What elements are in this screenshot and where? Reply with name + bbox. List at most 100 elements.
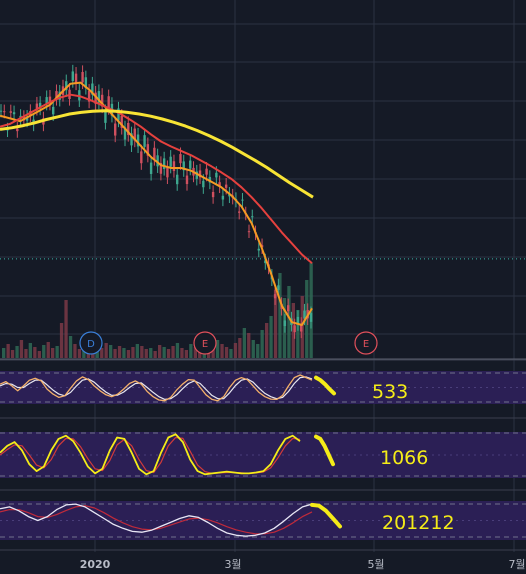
- volume-bar: [113, 349, 117, 358]
- event-marker-circle: [79, 331, 103, 355]
- candle-body: [81, 71, 84, 83]
- oscillator-main-line: [0, 433, 301, 476]
- candle-body: [94, 92, 97, 104]
- candle-body: [35, 103, 39, 109]
- volume-bar: [273, 290, 278, 358]
- volume-bar: [10, 350, 15, 358]
- volume-bar: [193, 347, 197, 358]
- candle-body: [120, 115, 123, 128]
- volume-bar: [269, 316, 273, 358]
- candle-body: [247, 231, 251, 233]
- candle-body: [172, 161, 176, 172]
- candle-body: [133, 128, 136, 141]
- candle-body: [87, 90, 91, 102]
- volume-bar: [42, 345, 46, 358]
- volume-bar: [162, 347, 166, 358]
- candle-body: [283, 320, 287, 327]
- volume-bar: [144, 349, 148, 358]
- candle-body: [238, 211, 241, 213]
- event-marker: E: [354, 331, 378, 355]
- candle-body: [45, 97, 48, 104]
- volume-bar: [278, 273, 282, 358]
- candle-body: [208, 176, 212, 183]
- candle-body: [241, 199, 244, 201]
- moving-average-line-2: [0, 93, 313, 265]
- candle-body: [179, 154, 182, 164]
- volume-bar: [189, 344, 193, 358]
- volume-bar: [122, 348, 126, 358]
- candle-body: [9, 111, 12, 113]
- volume-bar: [153, 351, 157, 358]
- volume-bar: [184, 350, 188, 358]
- volume-bar: [180, 348, 184, 358]
- volume-bar: [251, 340, 255, 358]
- volume-bar: [224, 347, 229, 358]
- volume-bar: [24, 349, 28, 358]
- volume-bar: [233, 343, 238, 358]
- volume-bar: [55, 346, 59, 358]
- candle-body: [309, 313, 313, 322]
- oscillator-panel-2: 1066: [0, 417, 526, 478]
- moving-average-line-3: [0, 109, 314, 199]
- volume-bar: [215, 340, 220, 358]
- candle-body: [303, 310, 306, 319]
- candle-body: [38, 102, 42, 109]
- candle-body: [185, 175, 189, 185]
- candle-body: [48, 96, 52, 104]
- candle-body: [215, 172, 218, 178]
- volume-bar: [59, 323, 64, 358]
- candle-body: [74, 73, 78, 84]
- volume-bar: [238, 338, 242, 358]
- candle-body: [84, 77, 88, 88]
- volume-bar: [19, 340, 24, 358]
- event-marker-letter: E: [202, 339, 208, 350]
- candle-body: [211, 192, 215, 198]
- volume-bar: [33, 347, 37, 358]
- volume-bar: [242, 328, 246, 358]
- volume-bar: [175, 343, 180, 358]
- event-marker-letter: E: [363, 339, 369, 350]
- candle-body: [136, 134, 140, 147]
- volume-bar: [171, 346, 175, 358]
- candle-body: [277, 285, 280, 290]
- candle-body: [127, 122, 130, 136]
- volume-bar: [64, 300, 68, 358]
- event-marker: D: [79, 331, 103, 355]
- candle-body: [65, 81, 68, 91]
- candle-body: [159, 162, 163, 174]
- oscillator-panel-3: 201212: [0, 489, 526, 540]
- candle-body: [25, 116, 29, 121]
- volume-bar: [117, 346, 122, 358]
- oscillator-main-line: [0, 503, 313, 537]
- volume-bar: [77, 349, 82, 358]
- candle-body: [221, 195, 225, 200]
- candle-body: [218, 182, 221, 187]
- candle-body: [117, 108, 120, 121]
- event-marker: E: [193, 331, 217, 355]
- oscillator-signal-line: [0, 376, 313, 400]
- candle-body: [166, 167, 169, 178]
- candle-body: [0, 110, 3, 112]
- x-tick-label: 3월: [224, 558, 241, 571]
- oscillator-main-line: [0, 374, 313, 402]
- oscillator-period-label: 201212: [382, 512, 455, 534]
- volume-bar: [229, 349, 233, 358]
- candle-body: [251, 216, 254, 218]
- volume-bar: [149, 348, 153, 358]
- candle-body: [189, 160, 192, 169]
- candle-body: [149, 162, 153, 174]
- candle-body: [257, 248, 260, 251]
- volume-bar: [109, 345, 113, 358]
- volume-bar: [291, 303, 295, 358]
- candle-body: [97, 91, 101, 103]
- candle-body: [6, 129, 9, 131]
- candle-body: [140, 151, 143, 164]
- moving-average-line-1: [0, 81, 313, 326]
- volume-bar: [158, 345, 162, 358]
- candle-body: [202, 180, 205, 188]
- volume-bar: [51, 348, 55, 358]
- candle-body: [55, 91, 58, 99]
- event-marker-letter: D: [87, 339, 95, 350]
